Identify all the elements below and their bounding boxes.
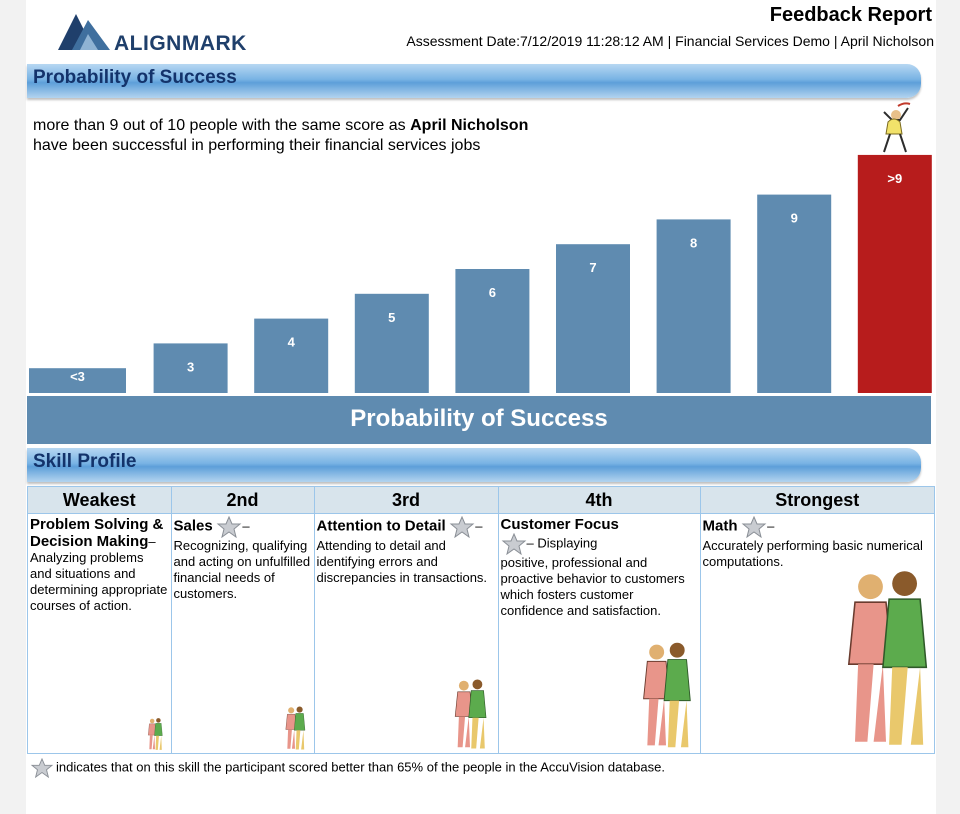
people-figure-icon [847,571,927,745]
skill-description: positive, professional and proactive beh… [500,555,685,618]
chart-axis-banner: Probability of Success [27,396,931,444]
star-icon [449,516,475,538]
skill-lead: – Displaying [526,535,598,551]
skill-cell-attention: Attention to Detail – Attending to detai… [313,513,498,753]
logo-mountain-icon [58,14,110,50]
probability-statement: more than 9 out of 10 people with the sa… [33,116,533,156]
statement-suffix: have been successful in performing their… [33,137,481,154]
skill-description: Attending to detail and identifying erro… [316,538,488,585]
star-icon [741,516,767,538]
star-icon [30,758,54,778]
dash: – [767,518,775,534]
skill-description: – Analyzing problems and situations and … [30,534,168,613]
skill-title: Problem Solving & Decision Making [30,516,164,550]
right-margin [936,0,960,814]
participant-name: April Nicholson [410,117,529,134]
rank-header-4th: 4th [497,487,700,514]
people-figure-icon [285,706,305,750]
dash: – [242,518,250,534]
star-footnote: indicates that on this skill the partici… [30,758,665,778]
star-icon [216,516,242,538]
skill-description: Accurately performing basic numerical co… [702,538,923,569]
rank-header-strongest: Strongest [699,487,934,514]
people-figure-icon [454,679,486,749]
people-figure-icon [148,718,163,750]
skill-title: Math [702,517,738,535]
people-figure-icon [642,642,691,748]
skill-title: Attention to Detail [316,517,446,535]
star-icon [501,533,526,555]
probability-section-title: Probability of Success [33,67,237,88]
left-margin [0,0,26,814]
rank-header-weakest: Weakest [28,487,171,514]
skill-description: Recognizing, qualifying and acting on un… [173,538,311,601]
probability-section-banner: Probability of Success [27,64,921,98]
assessment-meta: Assessment Date:7/12/2019 11:28:12 AM | … [406,33,934,49]
footnote-text: indicates that on this skill the partici… [56,759,665,775]
dash: – [475,518,483,534]
skill-section-banner: Skill Profile [27,448,921,482]
skill-section-title: Skill Profile [33,451,137,472]
skill-cell-customer-focus: Customer Focus – Displaying positive, pr… [497,513,700,753]
report-title: Feedback Report [769,4,932,26]
logo-text: ALIGNMARK [114,32,247,55]
skill-title: Customer Focus [500,516,619,533]
skill-cell-problem-solving: Problem Solving & Decision Making– Analy… [28,513,171,753]
alignmark-logo: ALIGNMARK [58,10,268,55]
skill-title: Sales [173,517,213,535]
skill-profile-table: Weakest 2nd 3rd 4th Strongest Problem So… [27,486,935,754]
skill-cell-sales: Sales – Recognizing, qualifying and acti… [170,513,314,753]
skill-cell-math: Math – Accurately performing basic numer… [699,513,934,753]
chart-axis-label: Probability of Success [350,405,608,432]
statement-prefix: more than 9 out of 10 people with the sa… [33,117,411,134]
rank-header-2nd: 2nd [170,487,314,514]
rank-header-3rd: 3rd [313,487,498,514]
